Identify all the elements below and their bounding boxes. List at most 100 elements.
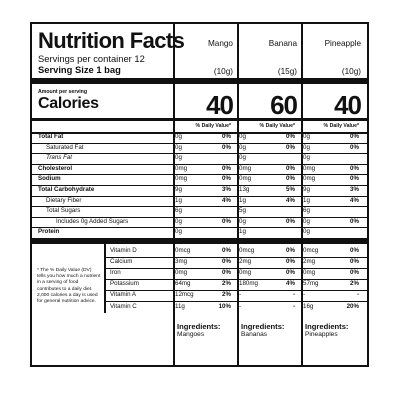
vitamin-amount: 2mg	[239, 258, 252, 266]
vitamin-amount: 180mg	[239, 280, 258, 288]
nutrient-label: Saturated Fat	[46, 143, 84, 151]
nutrient-amount: 0g	[239, 133, 246, 140]
nutrient-amount: 9g	[303, 186, 310, 193]
nutrient-percent: 0%	[286, 175, 295, 183]
vitamin-amount: 0mcg	[175, 247, 191, 254]
nutrient-amount: 1g	[175, 196, 182, 204]
nutrient-amount: 1g	[239, 228, 246, 236]
nutrient-amount: 0g	[303, 228, 310, 236]
daily-value-header: % Daily Value*	[259, 123, 295, 129]
vitamin-percent: 4%	[286, 280, 295, 288]
row-divider	[32, 206, 367, 208]
nutrient-amount: 0g	[175, 217, 182, 225]
nutrient-label: Total Carbohydrate	[38, 186, 95, 193]
vitamin-percent: -	[292, 302, 295, 310]
nutrient-label: Total Fat	[38, 133, 64, 140]
nutrient-percent: 0%	[350, 217, 359, 225]
vitamin-percent: 20%	[346, 302, 359, 310]
nutrient-percent: 0%	[350, 164, 359, 172]
calories-value: 60	[270, 90, 298, 120]
row-divider	[32, 153, 367, 155]
product-name: Mango	[207, 39, 233, 48]
nutrient-amount: 6g	[175, 207, 182, 215]
thick-rule	[32, 238, 367, 244]
nutrient-amount: 0g	[239, 154, 246, 162]
vitamin-percent: 0%	[222, 269, 231, 277]
nutrient-amount: 0g	[175, 228, 182, 236]
vitamin-amount: 0mcg	[303, 247, 319, 254]
daily-value-header: % Daily Value*	[323, 123, 359, 129]
amount-per-serving: Amount per serving	[38, 89, 88, 95]
row-divider	[32, 142, 367, 144]
footnote-divider	[104, 244, 106, 313]
nutrient-amount: 0g	[303, 154, 310, 162]
vitamin-percent: 2%	[222, 291, 231, 299]
vitamin-amount: 0mg	[239, 269, 252, 277]
vitamin-percent: 0%	[350, 269, 359, 277]
nutrient-amount: 0g	[303, 217, 310, 225]
row-divider	[104, 257, 367, 258]
nutrient-label: Protein	[38, 228, 60, 236]
ingredients-heading: Ingredients:	[241, 321, 285, 331]
column-divider	[301, 24, 303, 365]
nutrient-amount: 0mg	[303, 175, 316, 183]
nutrient-amount: 0mg	[303, 164, 316, 172]
nutrient-percent: 4%	[222, 196, 231, 204]
nutrient-percent: 3%	[222, 186, 231, 193]
nutrient-percent: 0%	[286, 133, 295, 140]
nutrient-percent: 0%	[350, 175, 359, 183]
nutrient-amount: 0g	[175, 154, 182, 162]
nutrient-amount: 6g	[303, 207, 310, 215]
vitamin-amount: 0mg	[303, 269, 316, 277]
column-divider	[237, 24, 239, 365]
vitamin-percent: 0%	[286, 269, 295, 277]
vitamin-percent: 0%	[222, 258, 231, 266]
row-divider	[104, 290, 367, 292]
vitamin-label: Iron	[110, 269, 121, 277]
nutrient-amount: 0mg	[239, 164, 252, 172]
nutrient-percent: 3%	[350, 186, 359, 193]
nutrient-percent: 0%	[222, 217, 231, 225]
nutrient-percent: 0%	[350, 133, 359, 140]
vitamin-amount: 0mcg	[239, 247, 255, 254]
vitamin-amount: 12mcg	[175, 291, 194, 299]
nutrient-amount: 13g	[239, 186, 250, 193]
nutrient-percent: 0%	[222, 175, 231, 183]
nutrient-percent: 4%	[286, 196, 295, 204]
nutrient-percent: 0%	[222, 133, 231, 140]
vitamin-label: Calcium	[110, 258, 133, 266]
vitamin-label: Vitamin C	[110, 302, 137, 310]
vitamin-percent: -	[292, 291, 295, 299]
row-divider	[104, 268, 367, 270]
vitamin-amount: 3mg	[175, 258, 188, 266]
nutrient-label: Total Sugars	[46, 207, 81, 215]
product-name: Banana	[268, 39, 297, 48]
daily-value-header: % Daily Value*	[195, 123, 231, 129]
vitamin-percent: 2%	[222, 280, 231, 288]
vitamin-amount: 2mg	[303, 258, 316, 266]
row-divider	[32, 163, 367, 165]
nutrient-amount: 0g	[303, 133, 310, 140]
nutrient-percent: 4%	[350, 196, 359, 204]
serving-weight: (10g)	[341, 67, 361, 76]
vitamin-label: Potassium	[110, 280, 139, 288]
nutrient-amount: 1g	[303, 196, 310, 204]
serving-weight: (15g)	[277, 67, 297, 76]
vitamin-percent: 0%	[286, 247, 295, 254]
row-divider	[32, 195, 367, 197]
vitamin-percent: 0%	[286, 258, 295, 266]
nutrient-percent: 5%	[286, 186, 295, 193]
panel-title: Nutrition Facts	[38, 28, 185, 53]
vitamin-percent: 10%	[218, 302, 231, 310]
ingredients-value: Mangoes	[177, 330, 205, 338]
vitamin-amount: 11g	[175, 302, 185, 310]
row-divider	[32, 185, 367, 186]
ingredients-heading: Ingredients:	[177, 321, 221, 331]
nutrient-amount: 0mg	[175, 175, 188, 183]
nutrient-percent: 0%	[350, 143, 359, 151]
nutrition-facts-panel: Nutrition Facts Servings per container 1…	[30, 22, 369, 367]
product-name: Pineapple	[324, 39, 361, 48]
vitamin-amount: -	[239, 291, 242, 299]
nutrient-amount: 0mg	[239, 175, 252, 183]
vitamin-percent: -	[356, 291, 359, 299]
